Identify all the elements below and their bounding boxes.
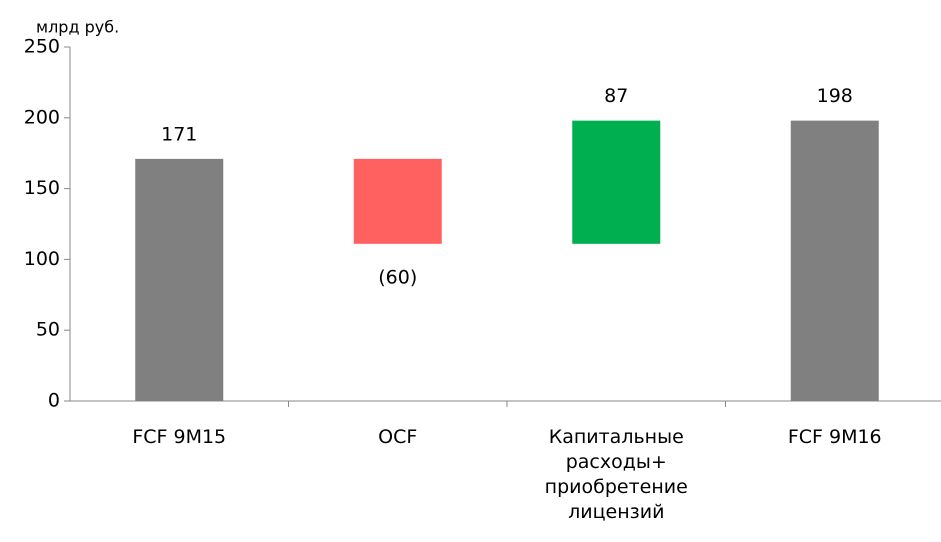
x-tick-label: Капитальные расходы+ приобретение лиценз… bbox=[544, 426, 688, 523]
y-tick-label: 0 bbox=[48, 390, 60, 412]
bar bbox=[353, 158, 442, 244]
x-tick-label: FCF 9M15 bbox=[132, 426, 227, 448]
value-label: 171 bbox=[161, 123, 197, 145]
y-tick-label: 100 bbox=[24, 248, 60, 270]
y-tick-label: 50 bbox=[36, 319, 60, 341]
bar bbox=[572, 120, 661, 244]
y-tick-label: 250 bbox=[24, 36, 60, 58]
value-label: 198 bbox=[817, 85, 853, 107]
unit-label: млрд руб. bbox=[36, 18, 119, 37]
value-label: 87 bbox=[604, 85, 628, 107]
x-tick-label: FCF 9M16 bbox=[787, 426, 882, 448]
bar bbox=[790, 120, 879, 401]
value-label: (60) bbox=[378, 266, 417, 288]
y-tick-label: 200 bbox=[24, 106, 60, 128]
x-tick-label: OCF bbox=[378, 426, 418, 448]
y-tick-label: 150 bbox=[24, 177, 60, 199]
bar bbox=[135, 158, 224, 401]
